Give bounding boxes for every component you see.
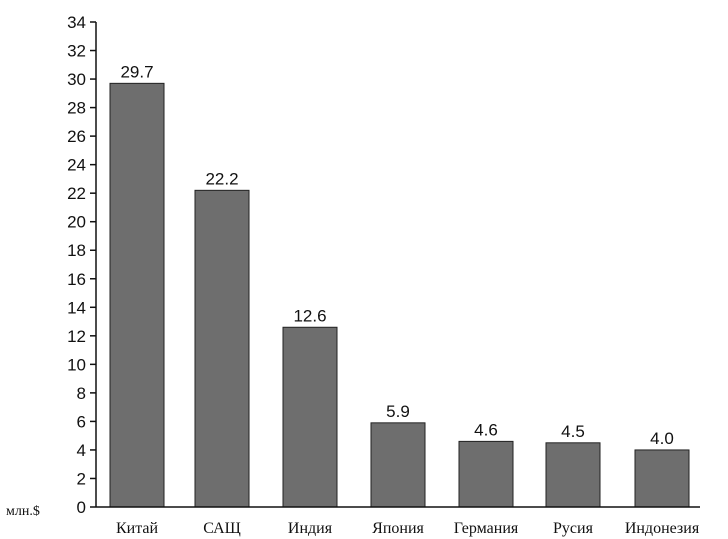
bar-value-label: 5.9 bbox=[386, 402, 410, 421]
bar bbox=[194, 189, 250, 508]
bar bbox=[545, 442, 601, 508]
y-tick-label: 18 bbox=[67, 241, 86, 260]
category-label: Индонезия bbox=[625, 520, 700, 537]
y-tick-label: 26 bbox=[67, 127, 86, 146]
bar bbox=[282, 326, 338, 508]
bar bbox=[370, 422, 426, 508]
category-label: САЩ bbox=[203, 520, 241, 537]
y-tick-label: 8 bbox=[77, 384, 86, 403]
y-tick-label: 12 bbox=[67, 327, 86, 346]
y-tick-label: 24 bbox=[67, 156, 86, 175]
bar bbox=[109, 82, 165, 508]
unit-label: млн.$ bbox=[6, 504, 40, 519]
bar-value-label: 4.6 bbox=[474, 420, 498, 439]
y-tick-label: 22 bbox=[67, 184, 86, 203]
bar-value-label: 29.7 bbox=[120, 62, 153, 81]
category-label: Китай bbox=[116, 520, 159, 537]
y-tick-label: 32 bbox=[67, 42, 86, 61]
y-tick-label: 30 bbox=[67, 70, 86, 89]
y-tick-label: 0 bbox=[77, 498, 86, 517]
y-tick-label: 20 bbox=[67, 213, 86, 232]
category-labels: Китай САЩ Индия Япония Германия Русия Индонези… bbox=[116, 520, 700, 537]
y-tick-label: 16 bbox=[67, 270, 86, 289]
y-tick-label: 34 bbox=[67, 13, 86, 32]
bar-value-label: 12.6 bbox=[293, 306, 326, 325]
y-tick-label: 6 bbox=[77, 412, 86, 431]
bars bbox=[109, 82, 690, 508]
value-labels: 29.7 22.2 12.6 5.9 4.6 4.5 4.0 bbox=[120, 62, 673, 448]
bar bbox=[634, 449, 690, 508]
category-label: Япония bbox=[372, 520, 424, 537]
bar-value-label: 4.5 bbox=[561, 422, 585, 441]
bar-value-label: 22.2 bbox=[205, 169, 238, 188]
bar bbox=[458, 440, 514, 508]
category-label: Русия bbox=[553, 520, 594, 537]
y-tick-label: 10 bbox=[67, 355, 86, 374]
category-label: Германия bbox=[454, 520, 519, 537]
y-tick-label: 28 bbox=[67, 99, 86, 118]
bar-value-label: 4.0 bbox=[650, 429, 674, 448]
y-tick-label: 4 bbox=[77, 441, 86, 460]
category-label: Индия bbox=[288, 520, 333, 537]
y-tick-label: 2 bbox=[77, 469, 86, 488]
y-tick-label: 14 bbox=[67, 298, 86, 317]
